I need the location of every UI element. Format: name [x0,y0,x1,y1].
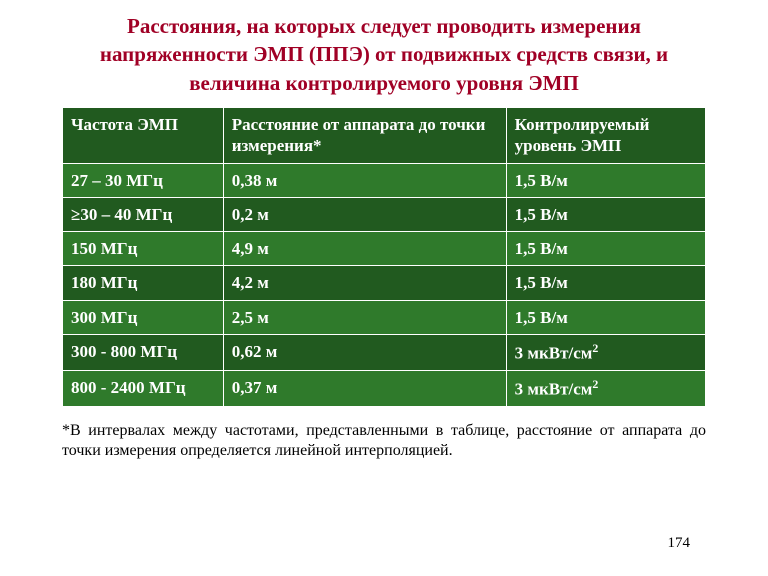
cell-distance: 0,38 м [223,163,506,197]
cell-frequency: 300 МГц [63,300,224,334]
table-row: ≥30 – 40 МГц0,2 м1,5 В/м [63,197,706,231]
cell-frequency: 300 - 800 МГц [63,334,224,370]
slide-title: Расстояния, на которых следует проводить… [62,12,706,97]
cell-level: 1,5 В/м [506,163,705,197]
cell-level: 1,5 В/м [506,266,705,300]
cell-level: 1,5 В/м [506,197,705,231]
table-row: 150 МГц4,9 м1,5 В/м [63,232,706,266]
cell-distance: 4,2 м [223,266,506,300]
table-row: 27 – 30 МГц0,38 м1,5 В/м [63,163,706,197]
cell-distance: 2,5 м [223,300,506,334]
cell-frequency: ≥30 – 40 МГц [63,197,224,231]
col-header-distance: Расстояние от аппарата до точки измерени… [223,108,506,164]
cell-distance: 4,9 м [223,232,506,266]
cell-frequency: 800 - 2400 МГц [63,370,224,406]
cell-level: 3 мкВт/см2 [506,370,705,406]
slide: Расстояния, на которых следует проводить… [0,0,768,576]
cell-frequency: 180 МГц [63,266,224,300]
table-row: 800 - 2400 МГц0,37 м3 мкВт/см2 [63,370,706,406]
cell-level: 1,5 В/м [506,300,705,334]
footnote: *В интервалах между частотами, представл… [62,421,706,461]
cell-frequency: 150 МГц [63,232,224,266]
page-number: 174 [668,535,691,552]
table-row: 180 МГц4,2 м1,5 В/м [63,266,706,300]
cell-distance: 0,37 м [223,370,506,406]
table-header-row: Частота ЭМП Расстояние от аппарата до то… [63,108,706,164]
cell-frequency: 27 – 30 МГц [63,163,224,197]
col-header-frequency: Частота ЭМП [63,108,224,164]
col-header-level: Контролируемый уровень ЭМП [506,108,705,164]
table-row: 300 МГц2,5 м1,5 В/м [63,300,706,334]
cell-distance: 0,62 м [223,334,506,370]
table-row: 300 - 800 МГц0,62 м3 мкВт/см2 [63,334,706,370]
cell-distance: 0,2 м [223,197,506,231]
cell-level: 1,5 В/м [506,232,705,266]
emp-table: Частота ЭМП Расстояние от аппарата до то… [62,107,706,407]
cell-level: 3 мкВт/см2 [506,334,705,370]
